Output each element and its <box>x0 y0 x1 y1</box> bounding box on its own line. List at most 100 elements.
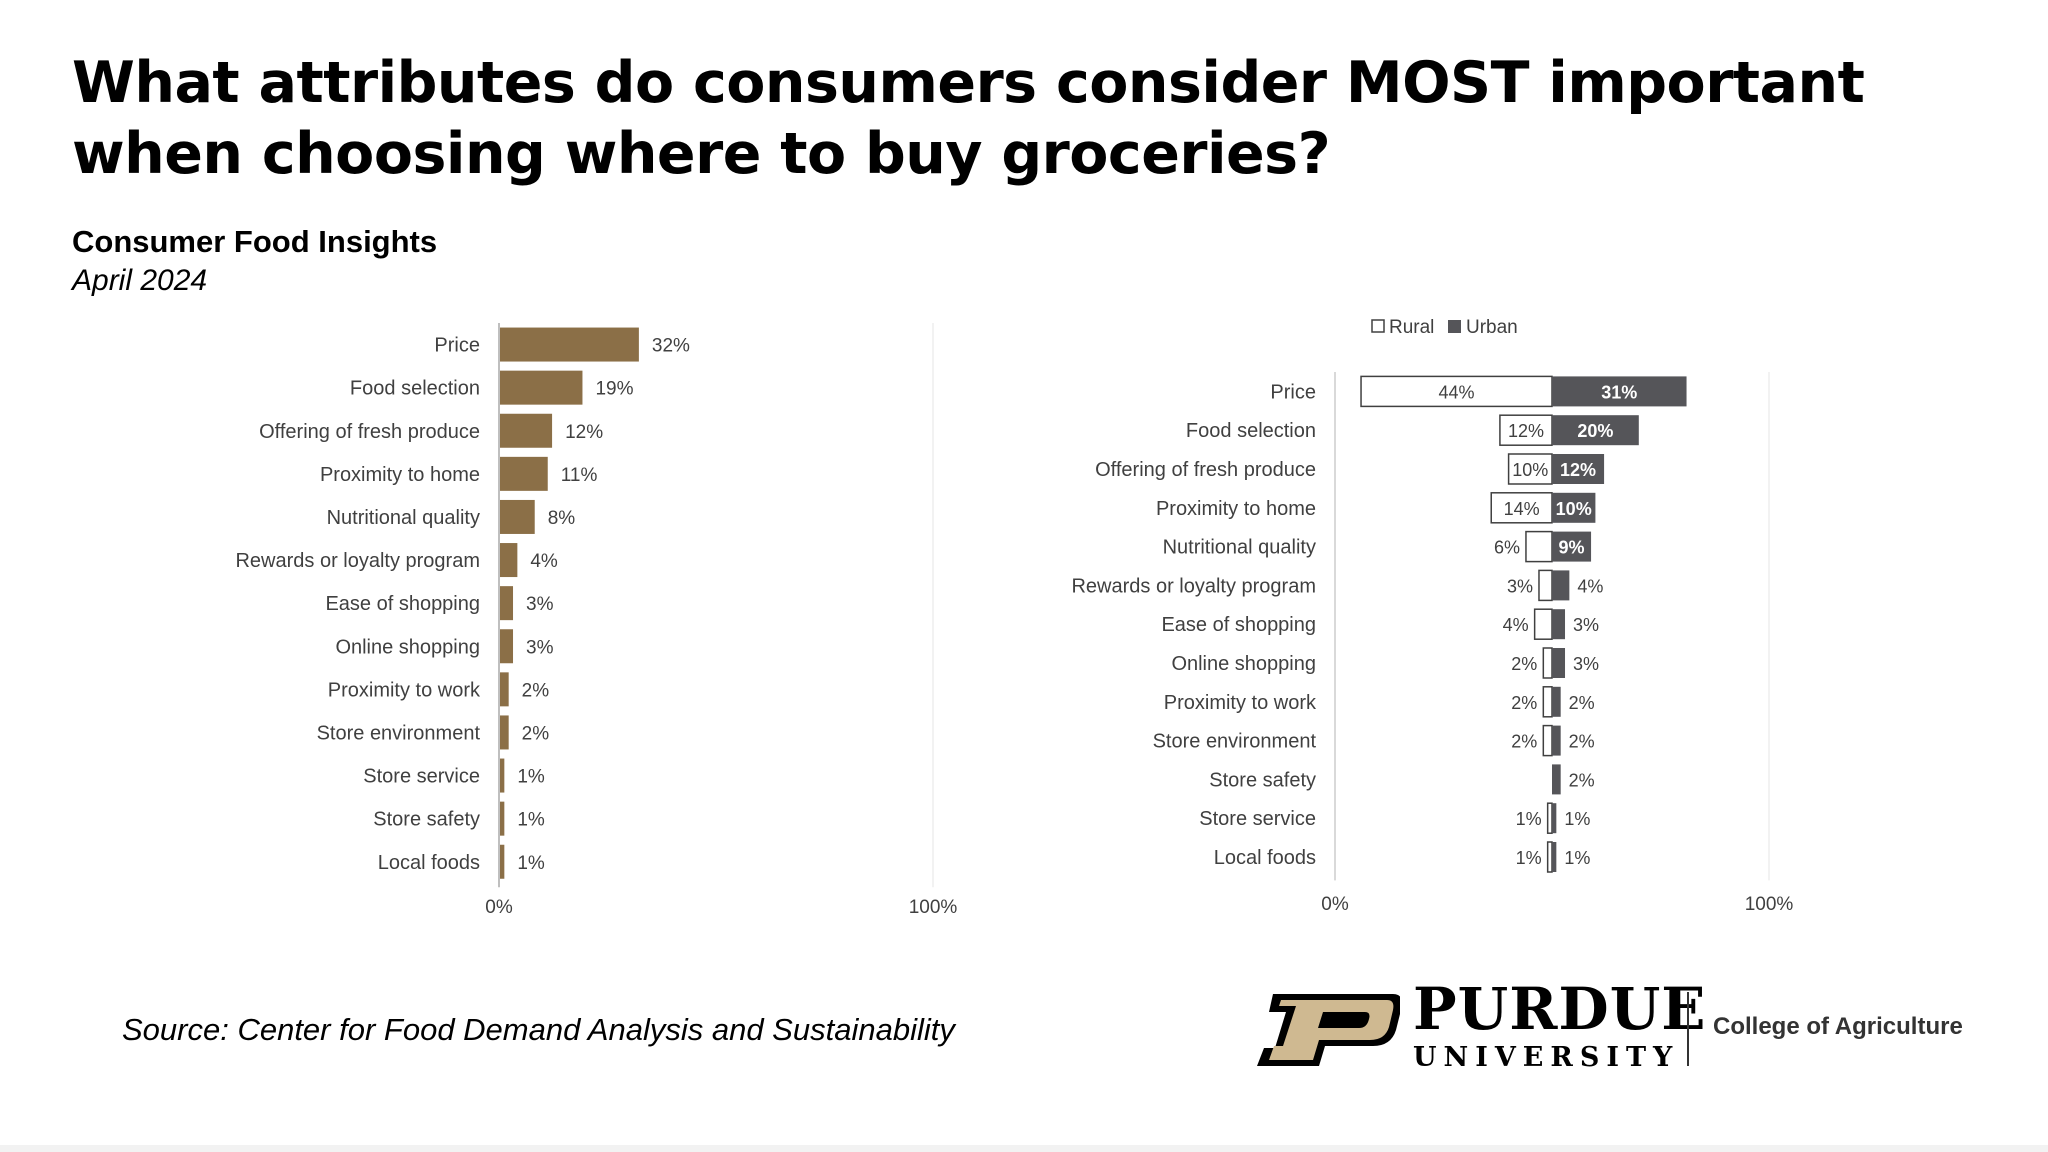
data-label: 4% <box>530 551 558 572</box>
x-tick-label: 100% <box>1745 894 1794 915</box>
data-label-rural: 4% <box>1503 615 1529 635</box>
category-label: Food selection <box>350 378 480 400</box>
category-label: Proximity to home <box>1156 498 1316 520</box>
data-label-urban: 4% <box>1577 576 1603 596</box>
data-label-urban: 31% <box>1601 382 1637 402</box>
category-label: Local foods <box>1214 847 1316 869</box>
bar <box>500 758 505 793</box>
category-label: Local foods <box>378 852 480 874</box>
data-label-rural: 1% <box>1516 809 1542 829</box>
data-label: 8% <box>548 508 576 529</box>
bar-rural <box>1507 453 1553 485</box>
purdue-p-logo <box>1257 994 1400 1066</box>
university-wordmark: UNIVERSITY <box>1413 1042 1680 1073</box>
x-tick-label: 100% <box>909 897 958 918</box>
bar-urban <box>1552 764 1561 795</box>
data-label-urban: 3% <box>1573 615 1599 635</box>
footer-bar <box>0 1145 2048 1152</box>
bar-urban <box>1552 648 1566 678</box>
data-label-rural: 44% <box>1439 382 1475 402</box>
bar-urban <box>1552 725 1561 756</box>
bar-urban <box>1552 570 1570 601</box>
bar-rural <box>1533 608 1553 640</box>
data-label-rural: 12% <box>1508 421 1544 441</box>
data-label-rural: 1% <box>1516 848 1542 868</box>
data-label-urban: 1% <box>1564 809 1590 829</box>
data-label: 11% <box>561 465 598 486</box>
data-label: 2% <box>522 680 550 701</box>
overall-bar-chart: Price 32% Food selection 19% Offering of fre… <box>235 323 958 918</box>
category-label: Store safety <box>373 809 480 831</box>
bar <box>500 456 548 491</box>
data-label-rural: 14% <box>1504 499 1540 519</box>
data-label-urban: 2% <box>1569 770 1595 790</box>
category-label: Proximity to work <box>328 679 481 701</box>
legend-label-urban: Urban <box>1466 317 1518 338</box>
data-label: 32% <box>652 336 690 357</box>
data-label-rural: 2% <box>1511 732 1537 752</box>
data-label-urban: 9% <box>1559 538 1585 558</box>
bar <box>500 672 509 707</box>
data-label: 19% <box>595 379 633 400</box>
logo-divider <box>1687 992 1689 1066</box>
bar <box>500 327 639 362</box>
bar-rural <box>1499 414 1553 446</box>
category-label: Store service <box>363 766 480 788</box>
data-label-urban: 3% <box>1573 654 1599 674</box>
data-label: 12% <box>565 422 603 443</box>
source-note: Source: Center for Food Demand Analysis … <box>122 1012 955 1047</box>
category-label: Store environment <box>1153 731 1317 753</box>
subtitle: Consumer Food Insights <box>72 224 438 259</box>
data-label-rural: 2% <box>1511 693 1537 713</box>
bar-urban <box>1552 415 1639 446</box>
bar <box>500 586 514 621</box>
category-label: Rewards or loyalty program <box>1071 575 1316 597</box>
x-tick-label: 0% <box>1321 894 1349 915</box>
category-label: Online shopping <box>1171 653 1316 675</box>
page-title: What attributes do consumers consider MO… <box>72 50 1865 187</box>
category-label: Store service <box>1199 808 1316 830</box>
data-label: 2% <box>522 723 550 744</box>
bar-urban <box>1552 803 1557 834</box>
legend-label-rural: Rural <box>1389 317 1434 338</box>
bar <box>500 370 583 405</box>
category-label: Ease of shopping <box>1161 614 1316 636</box>
bar <box>500 844 505 879</box>
data-label: 3% <box>526 594 554 615</box>
bar-rural <box>1546 802 1553 834</box>
data-label: 1% <box>517 767 545 788</box>
bar-urban <box>1552 492 1596 523</box>
bar-rural <box>1360 375 1553 408</box>
data-label: 1% <box>517 810 545 831</box>
data-label-rural: 10% <box>1512 460 1548 480</box>
category-label: Nutritional quality <box>1163 537 1316 559</box>
data-label-urban: 1% <box>1564 848 1590 868</box>
data-label-rural: 3% <box>1507 576 1533 596</box>
category-label: Proximity to home <box>320 464 480 486</box>
bar-urban <box>1552 686 1561 717</box>
bar-urban <box>1552 454 1605 484</box>
category-label: Nutritional quality <box>327 507 480 529</box>
date-label: April 2024 <box>72 264 208 297</box>
bar-urban <box>1552 376 1687 407</box>
bar-rural <box>1542 686 1553 718</box>
rural-urban-bar-chart: Rural Urban Price 44% 31% Food selection 12% 20… <box>1071 317 1794 915</box>
category-label: Store safety <box>1209 769 1316 791</box>
legend-swatch-urban <box>1448 320 1461 333</box>
x-tick-label: 0% <box>485 897 513 918</box>
data-label-urban: 20% <box>1577 421 1613 441</box>
data-label-urban: 2% <box>1569 693 1595 713</box>
bar-urban <box>1552 609 1566 640</box>
bar <box>500 715 509 750</box>
bar <box>500 413 553 448</box>
category-label: Price <box>434 335 480 357</box>
bar-rural <box>1542 647 1553 679</box>
category-label: Online shopping <box>335 636 480 658</box>
bar-urban <box>1552 531 1592 562</box>
category-label: Offering of fresh produce <box>1095 459 1316 481</box>
data-label-urban: 10% <box>1556 499 1592 519</box>
bar-rural <box>1525 530 1553 563</box>
data-label: 3% <box>526 637 554 658</box>
legend-swatch-rural <box>1371 319 1385 333</box>
bar <box>500 629 514 664</box>
